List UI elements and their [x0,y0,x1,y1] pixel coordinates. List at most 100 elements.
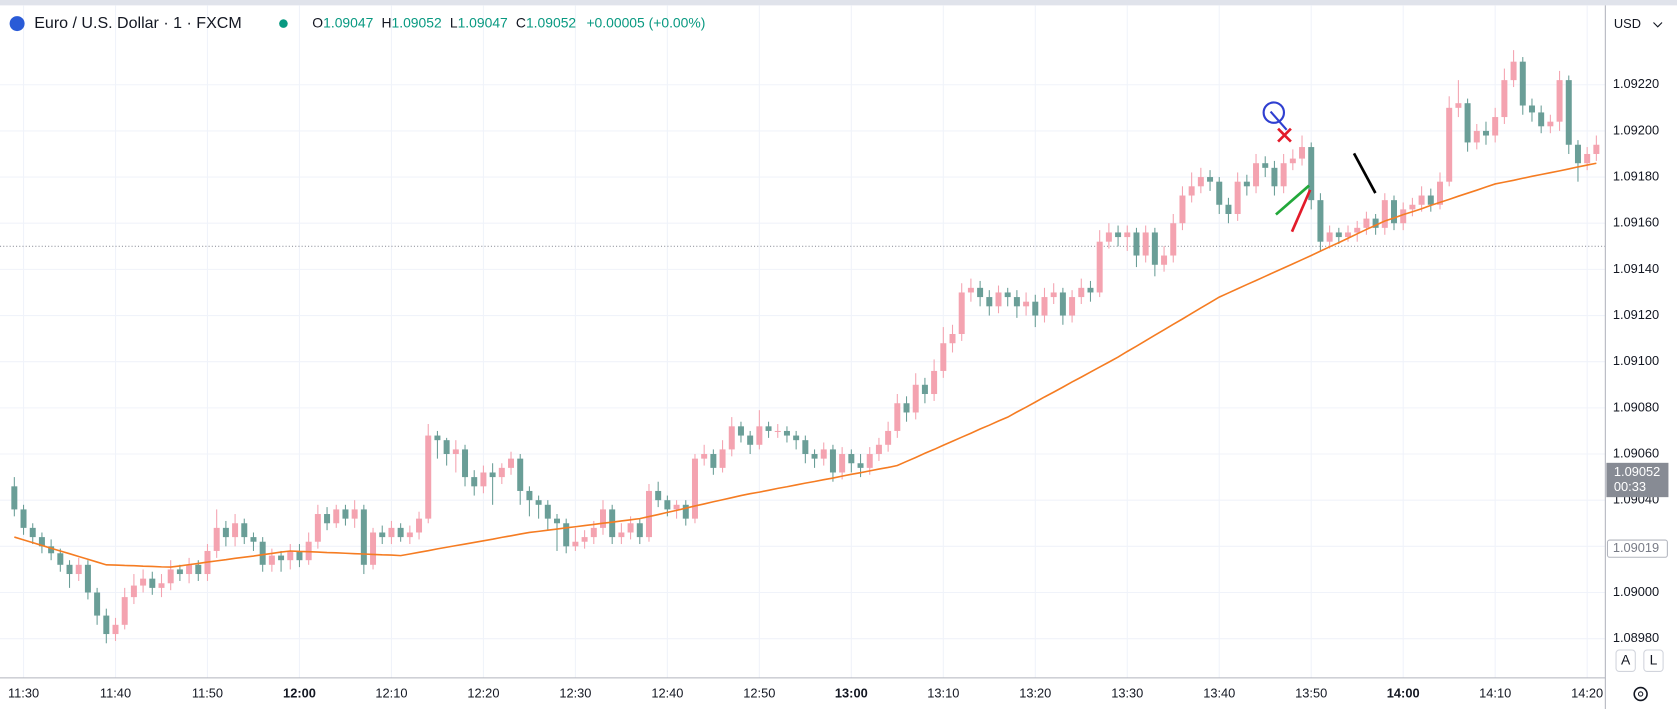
candle-body [701,454,708,459]
candle-body [1464,103,1471,143]
marker-price-label: 1.09019 [1613,540,1659,555]
candle-body [434,435,441,441]
ohlc-value: 1.09047 [458,14,508,30]
candle-body [213,527,220,551]
candle-body [1115,232,1122,238]
candle-body [618,532,625,538]
x-tick-label: 12:10 [375,685,407,700]
candle-body [1216,181,1223,205]
y-tick-label: 1.09100 [1613,353,1659,368]
y-tick-label: 1.09060 [1613,445,1659,460]
candle-body [471,477,478,487]
candle-body [1538,112,1545,127]
settings-icon-center [1637,691,1644,697]
x-tick-label: 12:20 [467,685,499,700]
x-tick-label: 14:00 [1387,685,1420,700]
ohlc-label: L [450,14,458,30]
candle-body [498,467,505,478]
candle-body [1565,80,1572,145]
candle-body [112,624,119,635]
candle-body [912,384,919,413]
y-tick-label: 1.09220 [1613,76,1659,91]
candle-body [75,564,82,575]
candle-body [29,527,36,538]
y-tick-label: 1.08980 [1613,630,1659,645]
candle-body [1197,177,1204,187]
currency-label[interactable]: USD [1614,16,1641,31]
candle-body [84,564,91,593]
auto-scale-button[interactable] [1615,649,1636,672]
candle-body [673,504,680,510]
candle-body [1363,218,1370,228]
drawing-cross[interactable] [1277,127,1292,143]
candle-body [416,518,423,533]
market-status [279,19,288,28]
candle-body [581,537,588,542]
drawing-line[interactable] [1275,184,1310,216]
candle-body [324,514,331,524]
candle-body [1041,297,1048,316]
log-scale-label[interactable]: L [1650,651,1658,667]
candle-body [38,537,45,547]
candle-body [857,463,864,468]
last-price-label: 1.09052 [1614,464,1660,479]
y-tick-label: 1.09180 [1613,168,1659,183]
candle-body [977,287,984,298]
candle-body [388,527,395,538]
candle-body [250,537,257,542]
price-badges: 1.089801.090001.090201.090401.090601.090… [8,76,1669,700]
candle-body [167,569,174,584]
dropdown-arrow [1653,22,1663,28]
x-tick-label: 12:30 [559,685,591,700]
candle-body [1179,195,1186,224]
candle-body [655,490,662,501]
candle-body [195,564,202,575]
candle-body [885,430,892,445]
candle-body [544,504,551,519]
candle-body [259,541,266,565]
x-tick-label: 11:40 [100,685,131,700]
candle-body [278,555,285,561]
candle-body [1556,80,1563,122]
settings-button[interactable] [1633,686,1648,702]
currency-dropdown[interactable]: USD [1607,9,1674,39]
candle-body [1354,227,1361,233]
candle-body [1492,117,1499,136]
candle-body [921,384,928,395]
candle-body [1308,147,1315,201]
drawing-circle[interactable] [1262,101,1286,124]
candle-body [737,426,744,436]
grid [0,5,1606,678]
x-tick-label: 14:10 [1479,685,1511,700]
candle-body [287,550,294,561]
x-tick-label: 13:10 [927,685,959,700]
drawings[interactable] [1262,101,1377,233]
candle-body [1427,195,1434,205]
settings-icon[interactable] [1633,686,1648,702]
candle-body [1446,107,1453,182]
candle-body [811,454,818,459]
candle-body [572,541,579,547]
ohlc-value: 1.09052 [391,14,441,30]
currency-button[interactable] [1607,9,1674,39]
symbol-title[interactable]: Euro / U.S. Dollar · 1 · FXCM [34,14,241,32]
candle-body [875,444,882,455]
auto-scale-label[interactable]: A [1621,651,1631,667]
candle-body [1381,200,1388,228]
candle-body [1574,144,1581,164]
drawing-line[interactable] [1290,189,1312,233]
candle-body [599,509,606,528]
drawing-line[interactable] [1269,110,1288,131]
y-tick-label: 1.09160 [1613,215,1659,230]
candle-body [931,370,938,395]
candle-body [462,449,469,478]
drawing-line[interactable] [1352,152,1377,194]
y-tick-label: 1.09080 [1613,399,1659,414]
candle-body [480,472,487,487]
log-scale-button[interactable] [1643,649,1664,672]
x-tick-label: 13:00 [835,685,868,700]
candle-body [664,500,671,510]
candle-body [1510,61,1517,81]
candle-body [508,458,515,468]
